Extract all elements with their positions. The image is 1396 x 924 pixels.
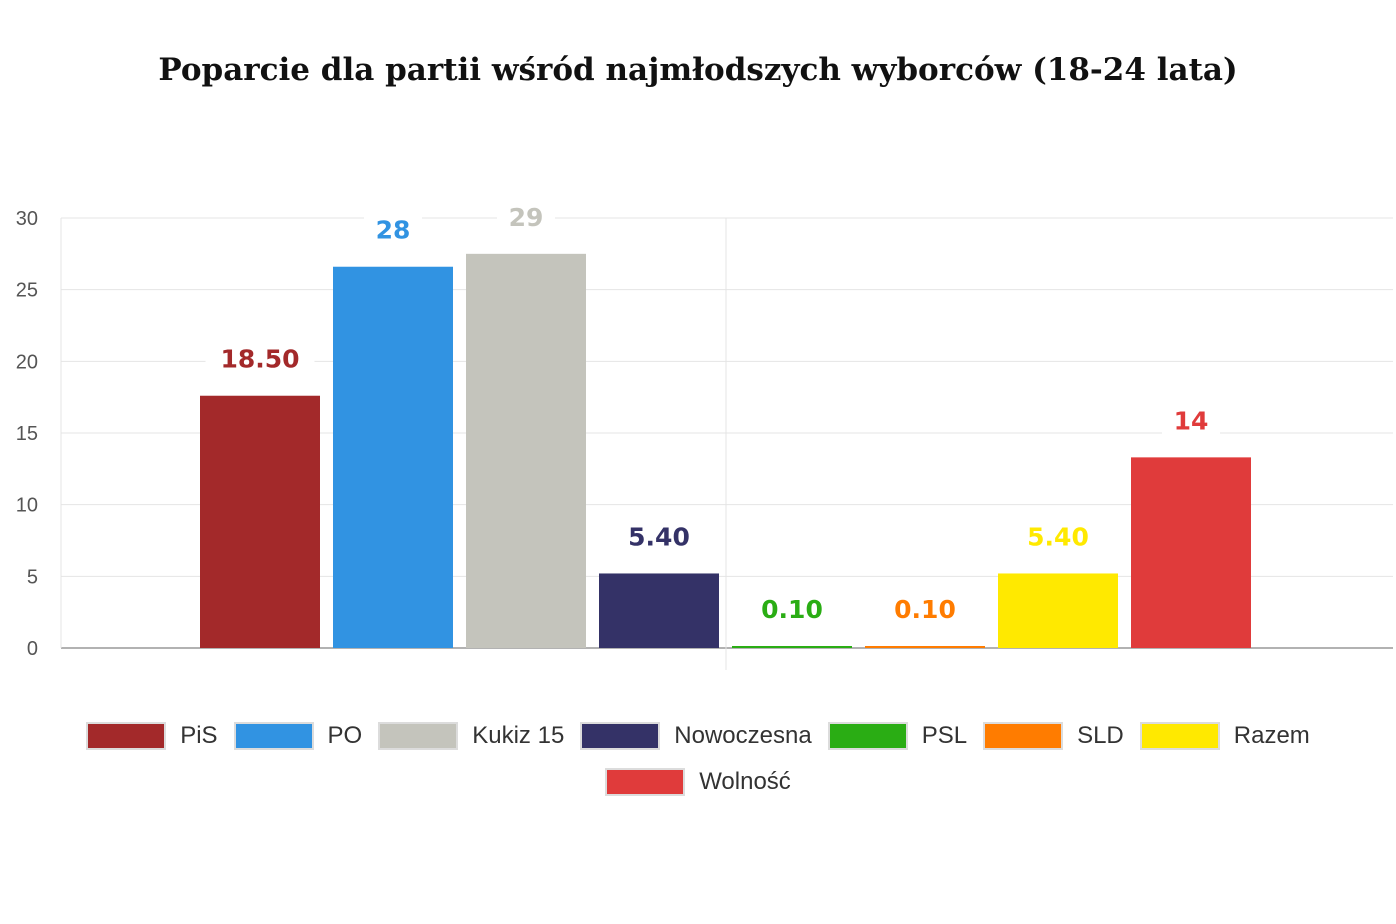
bar-razem[interactable] [998,573,1118,648]
legend-item-pis[interactable]: PiS [86,718,218,754]
legend-item-sld[interactable]: SLD [983,718,1124,754]
legend-label: Wolność [699,768,791,795]
data-label: 5.40 [628,522,690,551]
data-label-background [1162,402,1220,441]
legend-swatch [983,722,1064,750]
legend-label: Nowoczesna [674,722,812,749]
legend-item-razem[interactable]: Razem [1139,718,1310,754]
legend-label: PiS [180,722,218,749]
legend-swatch [86,722,167,750]
data-label: 14 [1174,406,1209,435]
data-label: 29 [509,203,544,232]
bar-po[interactable] [333,266,453,648]
data-label-background [613,518,705,557]
data-label-background [1012,518,1104,557]
legend-item-kukiz-15[interactable]: Kukiz 15 [378,718,564,754]
legend-row: PiS PO Kukiz 15 Nowoczesna PSL SLD Razem [0,718,1396,754]
legend-label: PO [327,722,363,749]
legend-item-po[interactable]: PO [233,718,363,754]
data-label-background [364,211,422,250]
data-label: 5.40 [1027,522,1089,551]
legend-label: Razem [1233,722,1310,749]
legend: PiS PO Kukiz 15 Nowoczesna PSL SLD Razem Wolnoś… [0,718,1396,800]
y-tick-label: 20 [16,351,38,373]
legend-swatch [378,722,459,750]
data-label: 18.50 [220,345,299,374]
data-label: 0.10 [761,595,823,624]
bar-kukiz-15[interactable] [466,253,586,649]
legend-swatch [605,768,686,796]
bar-psl[interactable] [732,646,852,648]
y-tick-label: 0 [27,638,38,660]
legend-swatch [580,722,661,750]
data-label: 28 [376,216,411,245]
y-tick-label: 10 [16,495,38,517]
bars [200,253,1251,649]
bar-chart: 0 5 10 15 20 25 30 18.50 28 29 5.40 0.10 0.10 5.40 14 [15,198,1393,670]
legend-row: Wolność [0,764,1396,800]
data-label: 0.10 [894,595,956,624]
legend-item-nowoczesna[interactable]: Nowoczesna [580,718,812,754]
y-tick-label: 25 [16,280,38,302]
legend-item-wolność[interactable]: Wolność [605,764,791,800]
data-labels: 18.50 28 29 5.40 0.10 0.10 5.40 14 [205,198,1220,629]
bar-nowoczesna[interactable] [599,573,719,648]
legend-label: Kukiz 15 [472,722,565,749]
y-tick-label: 5 [27,566,38,588]
legend-swatch [1139,722,1220,750]
y-tick-label: 15 [16,423,38,445]
data-label-background [497,198,555,237]
data-label-background [879,591,971,629]
legend-swatch [233,722,314,750]
data-label-background [205,340,315,379]
chart-title: Poparcie dla partii wśród najmłodszych w… [158,52,1238,88]
legend-swatch [827,722,908,750]
y-tick-label: 30 [16,208,38,230]
bar-sld[interactable] [865,646,985,648]
data-label-background [746,591,838,629]
legend-label: PSL [921,722,968,749]
bar-pis[interactable] [200,395,320,648]
y-axis: 0 5 10 15 20 25 30 [16,208,38,660]
bar-wolność[interactable] [1131,457,1251,648]
legend-label: SLD [1077,722,1124,749]
legend-item-psl[interactable]: PSL [827,718,968,754]
